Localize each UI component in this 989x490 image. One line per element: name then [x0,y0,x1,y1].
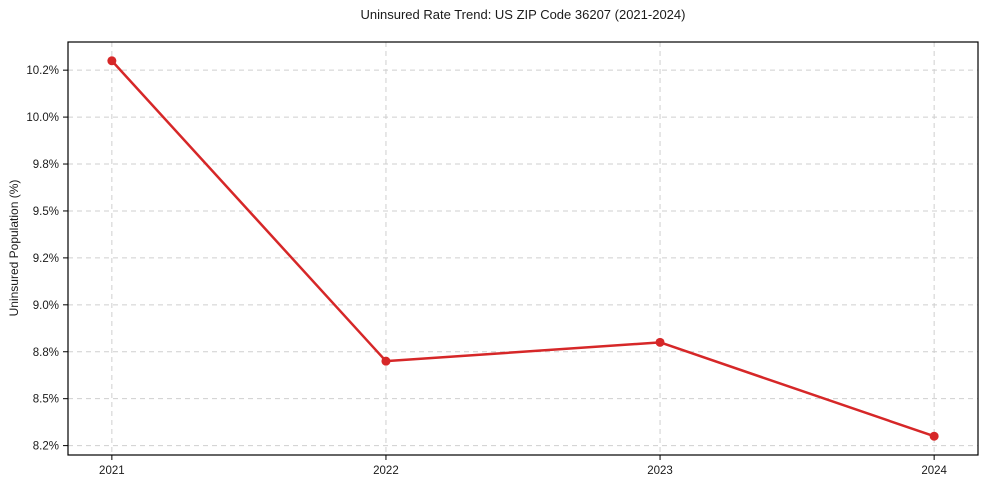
y-tick-label: 8.2% [33,441,59,453]
y-tick-label: 8.5% [33,394,59,406]
trend-line [110,59,936,438]
y-tick-label: 10.2% [26,65,59,77]
y-tick-label: 9.0% [33,300,59,312]
chart-title: Uninsured Rate Trend: US ZIP Code 36207 … [360,7,686,22]
y-tick-label: 9.5% [33,206,59,218]
data-point [929,431,939,441]
plot-frame [67,41,979,456]
data-point [381,356,391,366]
x-tick-label: 2022 [373,465,399,477]
data-point [107,56,117,66]
x-tick-label: 2023 [647,465,673,477]
x-tick-label: 2024 [921,465,947,477]
y-tick-label: 9.2% [33,253,59,265]
data-point [655,337,665,347]
y-tick-label: 9.8% [33,159,59,171]
y-tick-label: 10.0% [26,112,59,124]
x-tick-label: 2021 [99,465,125,477]
y-tick-label: 8.8% [33,347,59,359]
